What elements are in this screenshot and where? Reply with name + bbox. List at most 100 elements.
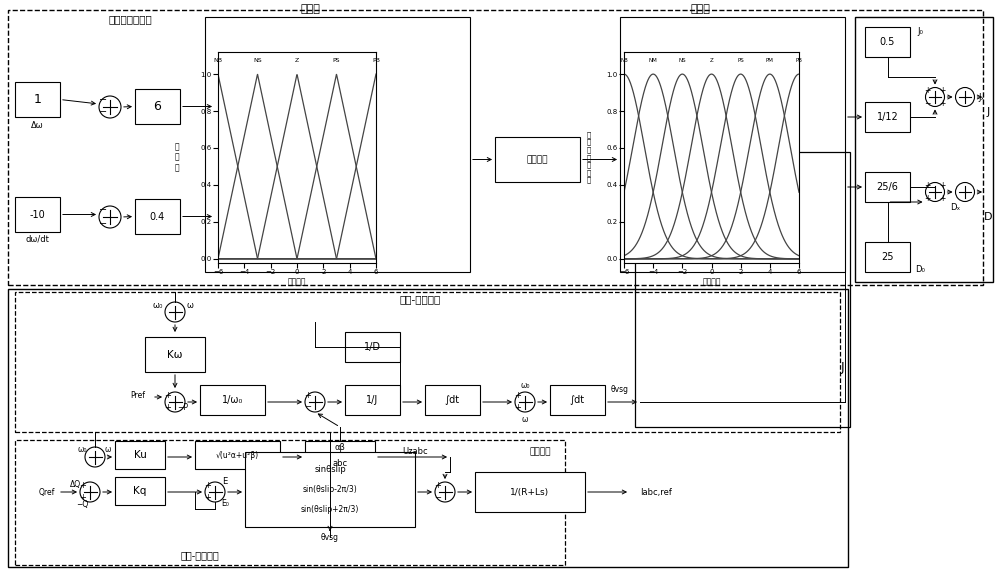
Text: D: D [984, 212, 992, 222]
Text: 模糊自适应环节: 模糊自适应环节 [108, 14, 152, 24]
Text: J: J [840, 361, 844, 373]
Text: PB: PB [796, 58, 802, 63]
Bar [15, 197, 60, 232]
Text: +: + [205, 493, 211, 503]
Text: NB: NB [214, 58, 222, 63]
Text: sinθslip: sinθslip [314, 464, 346, 474]
Text: θvsg: θvsg [611, 384, 629, 394]
Circle shape [165, 392, 185, 412]
Text: Z: Z [710, 58, 713, 63]
Circle shape [99, 206, 121, 228]
Text: 1/12: 1/12 [877, 112, 898, 122]
Text: 1/(R+Ls): 1/(R+Ls) [510, 488, 550, 496]
Bar [8, 289, 848, 567]
Text: J₀: J₀ [917, 28, 923, 36]
Text: +: + [939, 86, 946, 95]
Text: ω₀: ω₀ [520, 380, 530, 389]
Circle shape [956, 88, 974, 107]
Text: Kq: Kq [133, 486, 147, 496]
Circle shape [956, 182, 974, 201]
Text: NS: NS [253, 58, 262, 63]
Text: +: + [924, 194, 931, 203]
Bar [305, 441, 375, 469]
Text: +: + [924, 181, 931, 190]
Y-axis label: 模
糊
化: 模 糊 化 [175, 143, 179, 172]
Circle shape [435, 482, 455, 502]
Text: +: + [939, 194, 946, 203]
Text: 隶属度: 隶属度 [690, 4, 710, 14]
Text: +: + [205, 481, 211, 489]
Text: 25: 25 [881, 252, 894, 262]
Circle shape [85, 447, 105, 467]
Bar [550, 385, 605, 415]
Bar [865, 27, 910, 57]
Text: +: + [939, 99, 946, 108]
Text: +: + [165, 391, 171, 399]
Circle shape [305, 392, 325, 412]
Text: PM: PM [766, 58, 774, 63]
Text: Pref: Pref [130, 391, 145, 399]
X-axis label: 输入变量: 输入变量 [288, 278, 306, 287]
Bar [145, 337, 205, 372]
Text: −: − [99, 95, 107, 105]
Text: −: − [924, 99, 931, 108]
Circle shape [926, 182, 944, 201]
Y-axis label: 去
模
糊
化
重
心
法: 去 模 糊 化 重 心 法 [587, 131, 591, 183]
Text: +: + [80, 481, 86, 489]
Text: −: − [304, 403, 312, 411]
Bar [135, 89, 180, 124]
Bar [15, 440, 565, 565]
Text: NB: NB [620, 58, 628, 63]
Text: √(u²α+u²β): √(u²α+u²β) [216, 451, 259, 459]
Text: −: − [434, 493, 442, 503]
Text: 6: 6 [154, 100, 161, 113]
Text: ω₀: ω₀ [77, 445, 87, 455]
Text: sin(θslip+2π/3): sin(θslip+2π/3) [301, 504, 359, 514]
Bar [200, 385, 265, 415]
Text: abc: abc [332, 459, 348, 469]
Text: dω/dt: dω/dt [26, 234, 49, 243]
Text: Z: Z [295, 58, 299, 63]
Text: D₀: D₀ [915, 264, 925, 273]
Text: Jₓ: Jₓ [978, 92, 984, 102]
Text: PS: PS [333, 58, 340, 63]
Circle shape [99, 96, 121, 118]
Bar [15, 292, 840, 432]
Text: ∫dt: ∫dt [445, 395, 460, 405]
Text: 1/D: 1/D [364, 342, 381, 352]
Bar [195, 441, 280, 469]
Text: NM: NM [649, 58, 658, 63]
Bar [205, 17, 470, 272]
Text: 1: 1 [34, 93, 41, 106]
Text: 虚拟阻抗: 虚拟阻抗 [529, 448, 551, 456]
Text: PS: PS [737, 58, 744, 63]
Bar [245, 452, 415, 527]
Text: ΔQ: ΔQ [69, 481, 81, 489]
Text: 1/ω₀: 1/ω₀ [222, 395, 243, 405]
Text: Iabc,ref: Iabc,ref [640, 488, 672, 496]
Text: θvsg: θvsg [321, 533, 339, 541]
Bar [865, 172, 910, 202]
Text: Ku: Ku [134, 450, 146, 460]
Bar [135, 199, 180, 234]
Bar [15, 82, 60, 117]
Text: −Q: −Q [76, 500, 88, 509]
Bar [855, 17, 993, 282]
Bar [115, 441, 165, 469]
Text: +: + [80, 493, 86, 503]
Text: 1/J: 1/J [366, 395, 379, 405]
Circle shape [165, 302, 185, 322]
Text: 25/6: 25/6 [877, 182, 898, 192]
Bar [345, 385, 400, 415]
Circle shape [205, 482, 225, 502]
Text: +: + [435, 481, 441, 489]
Circle shape [80, 482, 100, 502]
Text: 有功-频率部分: 有功-频率部分 [399, 294, 441, 304]
Text: 0.4: 0.4 [150, 212, 165, 222]
Text: -10: -10 [30, 209, 45, 219]
Text: +: + [515, 403, 521, 411]
Text: Kω: Kω [167, 350, 183, 359]
Bar [635, 152, 850, 427]
Bar [8, 10, 983, 285]
Text: 模糊推理: 模糊推理 [527, 155, 548, 164]
